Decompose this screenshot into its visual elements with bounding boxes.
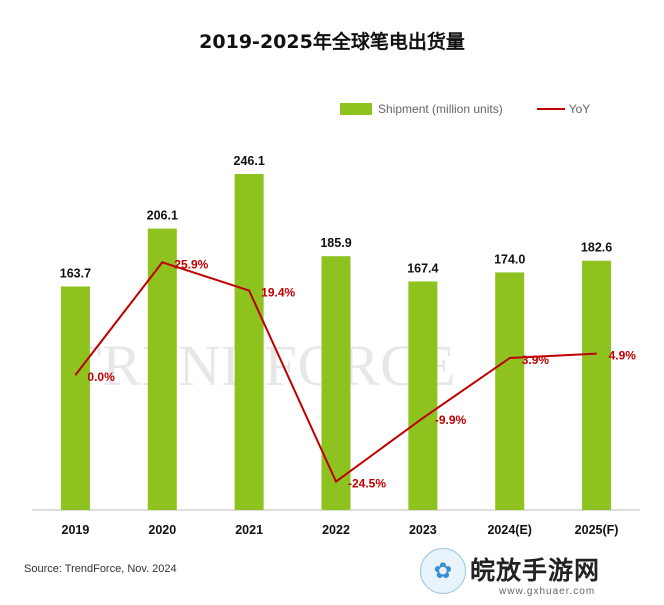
bar-value-label: 185.9 (320, 236, 351, 250)
yoy-point (335, 481, 337, 483)
bar-value-label: 182.6 (581, 241, 612, 255)
bar-value-label: 174.0 (494, 252, 525, 266)
bar-2024(E) (495, 272, 525, 510)
x-tick-label: 2022 (322, 523, 350, 537)
bar-2020 (147, 228, 177, 511)
bar-2019 (60, 286, 90, 510)
yoy-point (422, 417, 424, 419)
bar-value-label: 246.1 (234, 154, 265, 168)
chart-title: 2019-2025年全球笔电出货量 (199, 31, 465, 53)
yoy-point (74, 374, 76, 376)
bar-2021 (234, 174, 264, 510)
site-watermark-name: 皖放手游网 (470, 556, 601, 585)
x-tick-label: 2023 (409, 523, 437, 537)
chart-legend: Shipment (million units) YoY (340, 102, 590, 116)
bar-2023 (408, 281, 438, 510)
site-logo-icon: ✿ (420, 548, 466, 594)
yoy-value-label: 0.0% (87, 370, 115, 384)
site-watermark-url: www.gxhuaer.com (499, 586, 596, 597)
yoy-point (596, 353, 598, 355)
bar-2022 (321, 256, 351, 510)
legend-line-swatch (536, 108, 565, 110)
bar-2025(F) (582, 260, 612, 510)
yoy-value-label: -9.9% (435, 413, 467, 427)
x-tick-label: 2024(E) (487, 523, 531, 537)
yoy-value-label: 4.9% (609, 349, 637, 363)
x-tick-label: 2020 (148, 523, 176, 537)
source-note: Source: TrendForce, Nov. 2024 (24, 563, 177, 575)
yoy-value-label: 19.4% (261, 286, 295, 300)
bar-value-label: 163.7 (60, 267, 91, 281)
legend-bar-swatch (340, 103, 372, 115)
yoy-point (161, 261, 163, 263)
x-tick-label: 2021 (235, 523, 263, 537)
x-tick-label: 2025(F) (575, 523, 619, 537)
yoy-value-label: 3.9% (522, 353, 550, 367)
legend-bar-label: Shipment (million units) (378, 102, 503, 116)
yoy-point (248, 290, 250, 292)
bar-value-label: 206.1 (147, 209, 178, 223)
yoy-value-label: -24.5% (348, 477, 386, 491)
x-tick-label: 2019 (62, 523, 90, 537)
yoy-value-label: 25.9% (174, 257, 208, 271)
yoy-point (509, 357, 511, 359)
legend-line-label: YoY (568, 102, 591, 116)
bar-value-label: 167.4 (407, 261, 438, 275)
